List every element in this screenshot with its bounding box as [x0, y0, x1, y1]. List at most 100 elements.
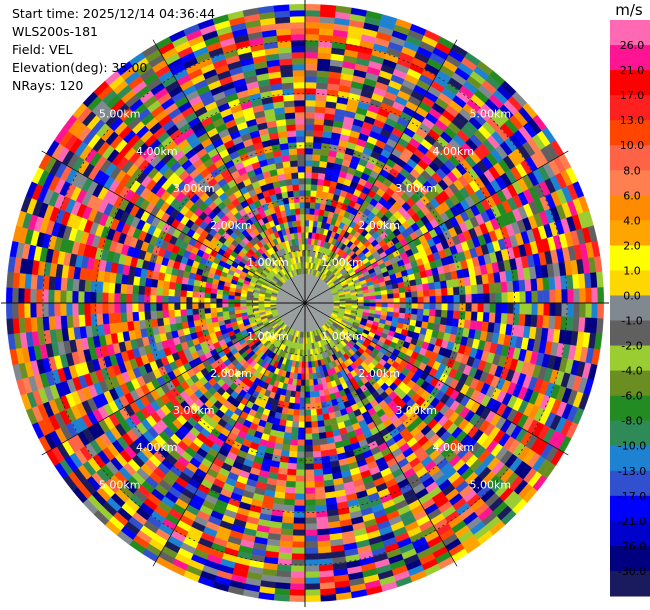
velocity-gate [186, 296, 193, 304]
velocity-gate [60, 302, 67, 316]
velocity-gate [393, 297, 400, 304]
velocity-gate [252, 305, 259, 309]
velocity-gate [440, 310, 448, 319]
velocity-gate [312, 378, 319, 386]
velocity-gate [530, 278, 538, 292]
velocity-gate [279, 540, 293, 548]
velocity-gate [304, 52, 319, 59]
velocity-gate [318, 570, 334, 578]
velocity-gate [549, 289, 556, 304]
velocity-gate [168, 309, 176, 318]
velocity-gate [434, 309, 442, 318]
velocity-gate [304, 232, 309, 239]
velocity-gate [319, 160, 328, 169]
velocity-gate [299, 403, 306, 410]
velocity-gate [150, 294, 157, 304]
velocity-gate [310, 184, 318, 191]
velocity-gate [289, 444, 298, 452]
velocity-gate [403, 280, 411, 288]
velocity-gate [506, 281, 514, 293]
velocity-gate [150, 310, 158, 320]
velocity-gate [78, 290, 85, 304]
velocity-gate [313, 474, 324, 482]
velocity-gate [309, 397, 316, 404]
velocity-gate [579, 288, 586, 304]
velocity-gate [573, 302, 580, 318]
velocity-gate [295, 469, 306, 476]
velocity-gate [309, 208, 316, 215]
velocity-gate [304, 433, 313, 440]
velocity-gate [6, 302, 13, 319]
velocity-gate [321, 407, 329, 415]
velocity-gate [309, 385, 315, 392]
velocity-gate [315, 504, 327, 512]
velocity-gate [304, 493, 316, 500]
velocity-gate [445, 317, 454, 327]
velocity-gate [66, 290, 73, 304]
velocity-gate [168, 288, 176, 297]
velocity-gate [210, 297, 217, 304]
velocity-gate [457, 319, 466, 329]
velocity-gate [276, 570, 292, 578]
velocity-gate [554, 315, 562, 331]
velocity-gate [289, 595, 306, 602]
velocity-gate [304, 511, 317, 518]
velocity-gate [381, 306, 388, 312]
velocity-gate [304, 58, 318, 65]
velocity-gate [126, 293, 133, 304]
velocity-gate [315, 510, 328, 518]
velocity-gate [292, 529, 306, 536]
velocity-gate [313, 136, 323, 144]
velocity-gate [549, 302, 556, 317]
velocity-gate [591, 302, 598, 319]
velocity-gate [519, 291, 526, 304]
velocity-gate [573, 288, 580, 304]
velocity-gate [284, 486, 296, 494]
velocity-gate [293, 409, 300, 416]
velocity-gate [222, 310, 230, 317]
velocity-gate [477, 293, 484, 304]
velocity-gate [199, 318, 207, 326]
velocity-gate [585, 302, 592, 319]
velocity-gate [315, 498, 327, 506]
velocity-gate [180, 315, 188, 323]
velocity-gate [428, 315, 436, 324]
velocity-gate [308, 367, 313, 374]
velocity-gate [66, 315, 74, 329]
velocity-gate [288, 450, 298, 458]
velocity-gate [216, 293, 223, 299]
velocity-gate [72, 302, 79, 316]
velocity-gate [120, 293, 127, 304]
velocity-gate [297, 427, 306, 434]
velocity-gate [304, 22, 320, 29]
velocity-gate [488, 282, 496, 294]
velocity-gate [446, 310, 454, 319]
velocity-gate [304, 76, 318, 83]
velocity-gate [102, 281, 110, 293]
velocity-gate [310, 415, 318, 422]
velocity-gate [304, 178, 312, 185]
velocity-gate [304, 184, 312, 191]
velocity-gate [144, 302, 151, 312]
velocity-gate [317, 426, 326, 434]
velocity-gate [464, 311, 472, 321]
velocity-gate [295, 385, 301, 392]
velocity-gate [66, 302, 73, 316]
velocity-gate [369, 295, 376, 300]
velocity-gate [42, 275, 50, 290]
velocity-gate [494, 312, 502, 324]
velocity-gate [304, 475, 315, 482]
velocity-gate [304, 541, 318, 548]
velocity-gate [287, 408, 294, 416]
velocity-gate [405, 297, 412, 304]
velocity-gate [168, 302, 175, 311]
velocity-gate [434, 281, 442, 290]
velocity-gate [309, 214, 315, 221]
velocity-gate [304, 385, 310, 392]
velocity-gate [434, 288, 442, 297]
velocity-gate [292, 541, 306, 548]
velocity-gate [304, 559, 319, 566]
velocity-gate [495, 302, 502, 314]
velocity-gate [315, 402, 322, 410]
velocity-gate [316, 516, 329, 524]
